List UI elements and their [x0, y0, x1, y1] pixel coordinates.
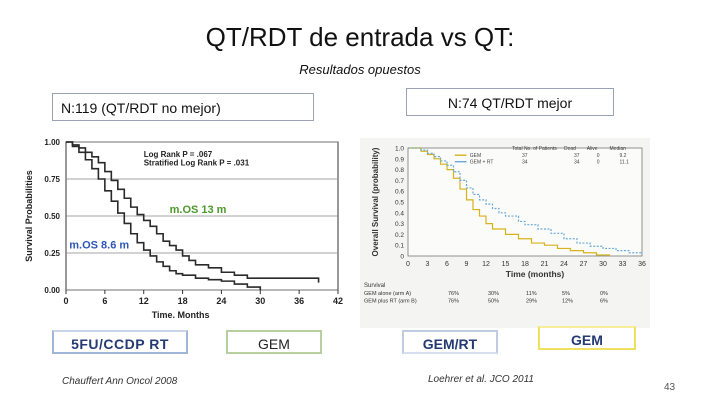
legend-cell: 0 — [597, 160, 600, 166]
survival-table-cell: 6% — [600, 299, 608, 305]
legend-box-gem-right: GEM — [538, 326, 636, 350]
x-tick-label: 9 — [465, 261, 469, 268]
x-tick-label: 0 — [406, 261, 410, 268]
y-tick-label: 0.50 — [44, 212, 60, 221]
x-tick-label: 12 — [482, 261, 490, 268]
y-tick-label: 0.3 — [395, 221, 404, 228]
y-tick-label: 0 — [400, 254, 404, 261]
x-axis-label: Time. Months — [152, 310, 210, 320]
x-axis-label: Time (months) — [506, 269, 565, 279]
x-tick-label: 42 — [333, 296, 343, 306]
y-tick-label: 0.1 — [395, 243, 404, 250]
left-study-header: N:119 (QT/RDT no mejor) — [52, 93, 314, 121]
y-tick-label: 1.00 — [44, 138, 60, 147]
y-tick-label: 0.5 — [395, 200, 404, 207]
y-tick-label: 0.00 — [44, 286, 60, 295]
legend-cell: 37 — [574, 153, 580, 159]
citation-right: Loehrer et al. JCO 2011 — [428, 374, 534, 385]
x-tick-label: 6 — [102, 296, 107, 306]
x-tick-label: 33 — [619, 261, 627, 268]
legend-cell: 34 — [574, 160, 580, 166]
survival-table-cell: 11% — [526, 291, 537, 297]
y-tick-label: 0.4 — [395, 210, 404, 217]
x-tick-label: 18 — [521, 261, 529, 268]
slide-title: QT/RDT de entrada vs QT: — [205, 22, 515, 52]
survival-table-cell: 5% — [562, 291, 570, 297]
x-tick-label: 6 — [445, 261, 449, 268]
survival-table-title: Survival — [364, 283, 385, 289]
x-tick-label: 18 — [178, 296, 188, 306]
survival-table-cell: GEM alone (arm A) — [364, 291, 411, 297]
y-tick-label: 0.75 — [44, 175, 60, 184]
survival-table-cell: 29% — [526, 299, 537, 305]
y-tick-label: 0.6 — [395, 189, 404, 196]
x-tick-label: 0 — [63, 296, 68, 306]
legend-cell: 34 — [522, 160, 528, 166]
x-tick-label: 24 — [560, 261, 568, 268]
right-study-header: N:74 QT/RDT mejor — [406, 88, 614, 116]
y-axis-label: Overall Survival (probability) — [371, 147, 380, 256]
survival-table-cell: 76% — [448, 299, 459, 305]
legend-cell: GEM + RT — [470, 160, 494, 166]
legend-header: Dead — [564, 146, 576, 152]
survival-table-cell: 30% — [488, 291, 499, 297]
x-tick-label: 24 — [216, 296, 226, 306]
x-tick-label: 3 — [426, 261, 430, 268]
survival-table-cell: 12% — [562, 299, 573, 305]
annotation-median-5fu: m.OS 8.6 m — [69, 240, 129, 252]
y-tick-label: 0.8 — [395, 167, 404, 174]
annotation-logrank: Log Rank P = .067 — [144, 150, 213, 159]
legend-box-gem-left: GEM — [226, 330, 322, 354]
legend-cell: 9.2 — [620, 153, 627, 159]
survival-table-cell: 50% — [488, 299, 499, 305]
series-line-gem-rt — [408, 147, 643, 254]
x-tick-label: 15 — [502, 261, 510, 268]
y-tick-label: 0.7 — [395, 178, 404, 185]
y-tick-label: 0.25 — [44, 249, 60, 258]
x-tick-label: 36 — [294, 296, 304, 306]
x-tick-label: 30 — [255, 296, 265, 306]
x-tick-label: 27 — [580, 261, 588, 268]
legend-box-gem-rt: GEM/RT — [402, 330, 498, 354]
citation-left: Chauffert Ann Oncol 2008 — [62, 376, 178, 387]
x-tick-label: 21 — [541, 261, 549, 268]
legend-cell: GEM — [470, 153, 481, 159]
survival-table-cell: 0% — [600, 291, 608, 297]
left-survival-chart: 0.00 0.25 0.50 0.75 1.00 0 6 12 18 24 30 36 42 Time. … — [24, 138, 343, 320]
x-tick-label: 12 — [139, 296, 149, 306]
legend-cell: 37 — [522, 153, 528, 159]
slide-subtitle: Resultados opuestos — [299, 62, 421, 77]
y-axis-label: Survival Probabilities — [24, 170, 34, 262]
series-line-5fu-ccdp-rt — [66, 141, 262, 290]
legend-header: Total No. of Patients — [512, 146, 557, 152]
survival-table-cell: 76% — [448, 291, 459, 297]
right-survival-chart: 00.10.20.30.40.50.60.70.80.91.00 3 6 9 12 15 1… — [360, 138, 650, 328]
page-number: 43 — [664, 382, 676, 393]
x-tick-label: 30 — [599, 261, 607, 268]
legend-cell: 11.1 — [620, 160, 630, 166]
annotation-median-gem: m.OS 13 m — [170, 204, 227, 216]
legend-header: Median — [610, 146, 627, 152]
survival-table-cell: GEM plus RT (arm B) — [364, 299, 417, 305]
series-line-gem — [66, 141, 320, 283]
annotation-stratified-logrank: Stratified Log Rank P = .031 — [144, 159, 250, 168]
legend-cell: 0 — [597, 153, 600, 159]
legend-box-5fu-ccdp-rt: 5FU/CCDP RT — [52, 330, 188, 354]
x-tick-label: 36 — [638, 261, 646, 268]
y-tick-label: 0.2 — [395, 232, 404, 239]
y-tick-label: 0.9 — [395, 156, 404, 163]
legend-header: Alive — [587, 146, 598, 152]
y-tick-label: 1.0 — [395, 146, 404, 153]
